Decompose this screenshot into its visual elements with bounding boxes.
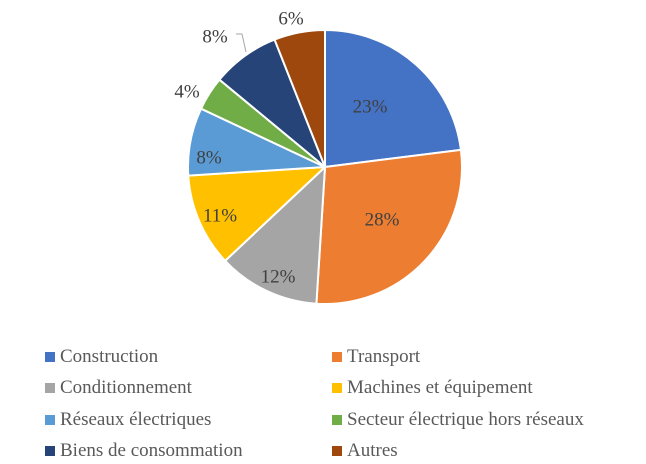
leader-line bbox=[236, 33, 247, 53]
pie-slice-machines-et-quipement bbox=[187, 165, 328, 263]
data-label: 28% bbox=[365, 209, 400, 230]
legend-item-reseaux: Réseaux électriques bbox=[45, 409, 211, 431]
data-label: 8% bbox=[196, 147, 222, 168]
legend-swatch-icon bbox=[332, 446, 342, 456]
legend-label: Transport bbox=[347, 346, 421, 367]
legend-item-transport: Transport bbox=[332, 346, 420, 368]
data-label: 6% bbox=[278, 8, 304, 29]
legend-label: Biens de consommation bbox=[60, 440, 243, 461]
pie-slice-transport bbox=[315, 148, 463, 305]
pie-slice-autres bbox=[273, 28, 326, 168]
legend-swatch-icon bbox=[332, 352, 342, 362]
pie-slice-construction bbox=[324, 28, 463, 169]
legend-label: Réseaux électriques bbox=[60, 409, 212, 430]
legend-swatch-icon bbox=[45, 446, 55, 456]
legend-label: Machines et équipement bbox=[347, 377, 533, 398]
legend-label: Conditionnement bbox=[60, 377, 192, 398]
data-labels: 23% 28% 12% 11% 8% 4% 8% 6% bbox=[174, 8, 399, 287]
pie-slices bbox=[187, 28, 463, 305]
data-label: 4% bbox=[174, 81, 200, 102]
legend-item-conditionnement: Conditionnement bbox=[45, 377, 192, 399]
legend-swatch-icon bbox=[45, 415, 55, 425]
data-label: 12% bbox=[261, 266, 296, 287]
legend-label: Secteur électrique hors réseaux bbox=[347, 409, 584, 430]
data-label: 8% bbox=[202, 26, 228, 47]
legend-item-autres: Autres bbox=[332, 440, 398, 462]
legend-label: Autres bbox=[347, 440, 398, 461]
data-label: 23% bbox=[353, 96, 388, 117]
legend-swatch-icon bbox=[45, 383, 55, 393]
pie-slice-conditionnement bbox=[223, 164, 327, 305]
legend-item-construction: Construction bbox=[45, 346, 158, 368]
legend-item-machines: Machines et équipement bbox=[332, 377, 533, 399]
legend-item-biens-consommation: Biens de consommation bbox=[45, 440, 243, 462]
legend-swatch-icon bbox=[332, 383, 342, 393]
legend-swatch-icon bbox=[332, 415, 342, 425]
legend-swatch-icon bbox=[45, 352, 55, 362]
data-label: 11% bbox=[203, 205, 237, 226]
legend-item-secteur-hors-reseaux: Secteur électrique hors réseaux bbox=[332, 409, 584, 431]
legend-label: Construction bbox=[60, 346, 159, 367]
